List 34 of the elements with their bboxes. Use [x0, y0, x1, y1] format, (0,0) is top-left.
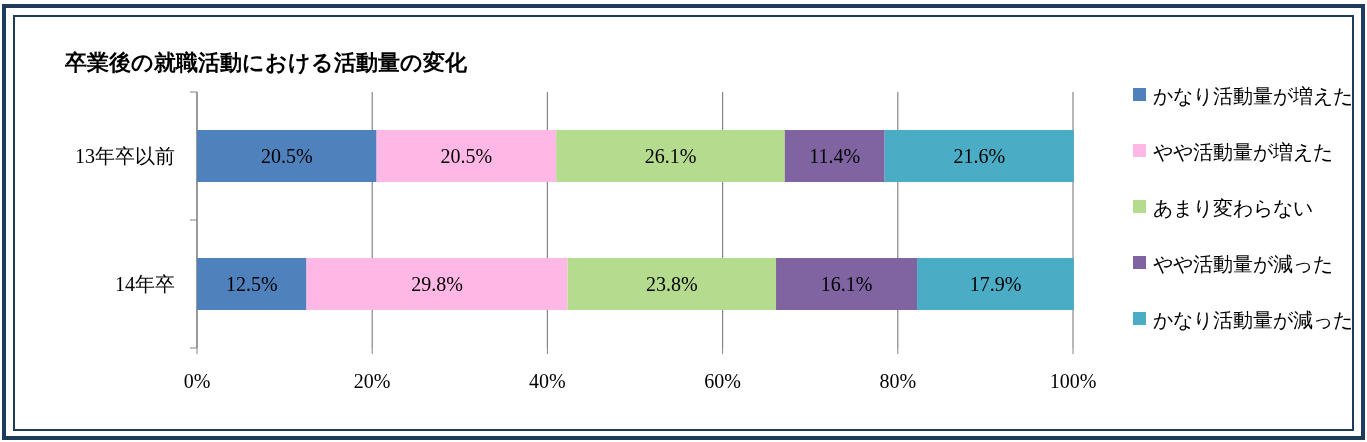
bar	[306, 258, 568, 310]
data-label: 16.1%	[820, 273, 873, 295]
data-label: 29.8%	[411, 273, 463, 295]
bar	[556, 130, 785, 182]
data-label: 20.5%	[440, 145, 493, 167]
y-tick-label: 13年卒以前	[75, 145, 175, 167]
legend-label: かなり活動量が増えた	[1153, 84, 1353, 108]
x-tick-label: 60%	[704, 370, 741, 392]
legend-label: かなり活動量が減った	[1153, 308, 1353, 332]
x-tick-label: 100%	[1049, 370, 1097, 392]
bar	[376, 130, 557, 182]
data-label: 20.5%	[260, 145, 313, 167]
bar	[884, 130, 1074, 182]
legend-label: あまり変わらない	[1153, 196, 1313, 220]
bar	[776, 258, 918, 310]
x-tick-label: 80%	[879, 370, 917, 392]
data-label: 26.1%	[644, 145, 697, 167]
bar	[917, 258, 1074, 310]
bar	[197, 258, 307, 310]
legend-label: やや活動量が減った	[1153, 252, 1333, 276]
y-tick-label: 14年卒	[115, 273, 175, 295]
chart-title: 卒業後の就職活動における活動量の変化	[64, 50, 468, 75]
bar	[784, 130, 885, 182]
data-label: 23.8%	[645, 273, 698, 295]
bar	[567, 258, 777, 310]
data-label: 11.4%	[809, 145, 861, 167]
x-tick-label: 0%	[183, 370, 211, 392]
data-label: 21.6%	[953, 145, 1006, 167]
bar	[197, 130, 377, 182]
data-label: 17.9%	[969, 273, 1022, 295]
x-tick-label: 40%	[529, 370, 566, 392]
legend-label: やや活動量が増えた	[1153, 140, 1333, 164]
data-label: 12.5%	[225, 273, 278, 295]
x-tick-label: 20%	[353, 370, 391, 392]
